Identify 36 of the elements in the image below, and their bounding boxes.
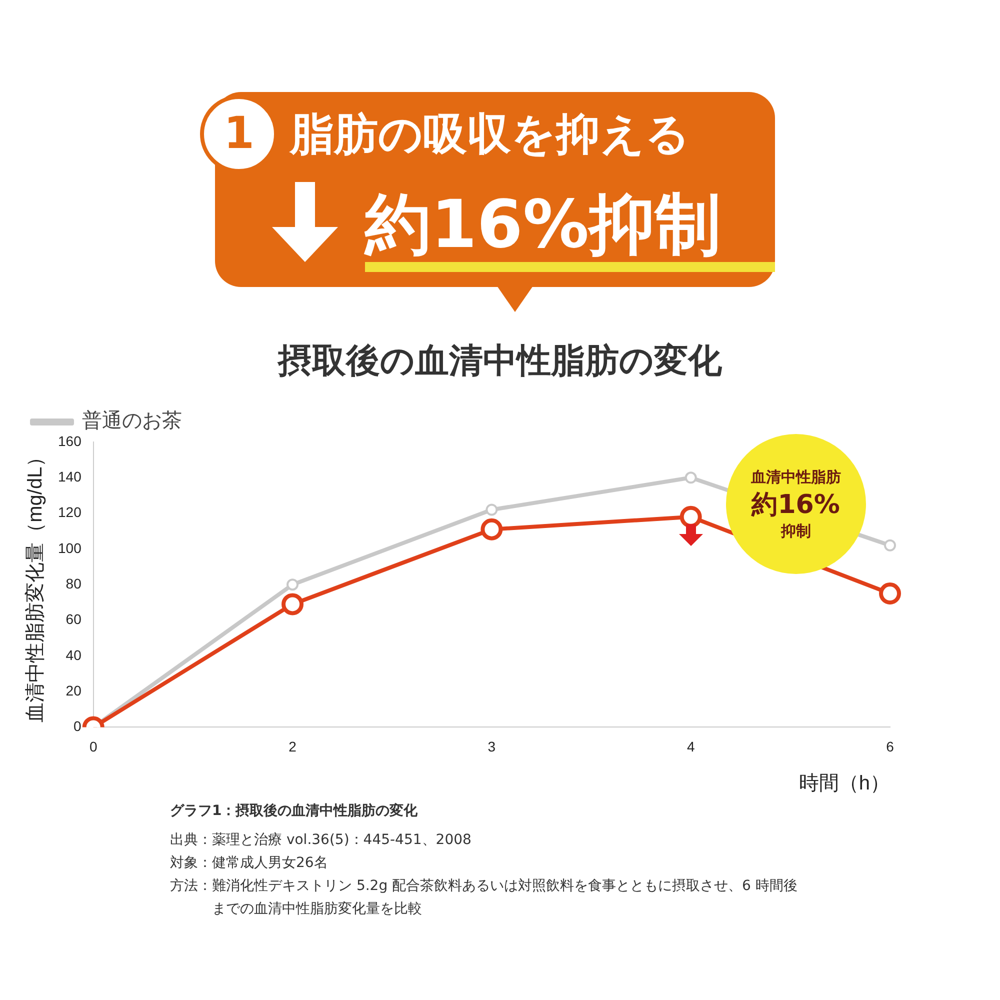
source-note: 出典：薬理と治療 vol.36(5)：445-451、2008 bbox=[170, 831, 472, 850]
text: 方法：難消化性デキストリン 5.2g 配合茶飲料あるいは対照飲料を食事とともに摂取させ、6 時間後までの血清中性脂肪変化量を比較 bbox=[170, 877, 798, 919]
annotation: 抑制 bbox=[780, 522, 811, 540]
text: 対象：健常成人男女26名 bbox=[170, 854, 329, 873]
y-tick-label: 80 bbox=[66, 575, 82, 592]
point bbox=[684, 472, 697, 484]
chart-title: 摂取後の血清中性脂肪の変化 bbox=[276, 340, 723, 383]
x-tick-label: 3 bbox=[488, 738, 496, 754]
point bbox=[680, 506, 702, 528]
text: 約16%抑制 bbox=[365, 185, 721, 265]
y-tick-label: 0 bbox=[74, 718, 82, 734]
point bbox=[884, 539, 896, 552]
y-tick-label: 40 bbox=[66, 646, 82, 663]
y-tick-label: 140 bbox=[58, 468, 82, 485]
x-tick-label: 0 bbox=[89, 738, 98, 754]
y-tick-label: 100 bbox=[58, 540, 82, 556]
x-tick-label: 2 bbox=[288, 738, 297, 754]
text: 1 bbox=[200, 95, 278, 173]
y-tick-label: 20 bbox=[66, 682, 82, 698]
point bbox=[879, 582, 901, 605]
x-tick-label: 4 bbox=[686, 738, 695, 754]
point bbox=[486, 504, 498, 516]
y-tick-label: 160 bbox=[58, 432, 82, 449]
text: グラフ1：摂取後の血清中性脂肪の変化 bbox=[170, 802, 419, 821]
annotation: 血清中性脂肪 bbox=[750, 468, 841, 486]
x-tick-label: 6 bbox=[886, 738, 894, 754]
legend-label: 普通のお茶 bbox=[82, 408, 182, 432]
y-axis-title: 血清中性脂肪変化量（mg/dL） bbox=[24, 446, 47, 722]
annotation: 約16% bbox=[752, 488, 840, 522]
y-tick-label: 60 bbox=[66, 611, 82, 628]
point bbox=[480, 518, 503, 540]
point bbox=[286, 578, 299, 591]
text: 脂肪の吸収を抑える bbox=[290, 108, 690, 162]
y-tick-label: 120 bbox=[58, 504, 82, 520]
x-axis-title: 時間（h） bbox=[798, 772, 890, 795]
point bbox=[282, 593, 304, 616]
